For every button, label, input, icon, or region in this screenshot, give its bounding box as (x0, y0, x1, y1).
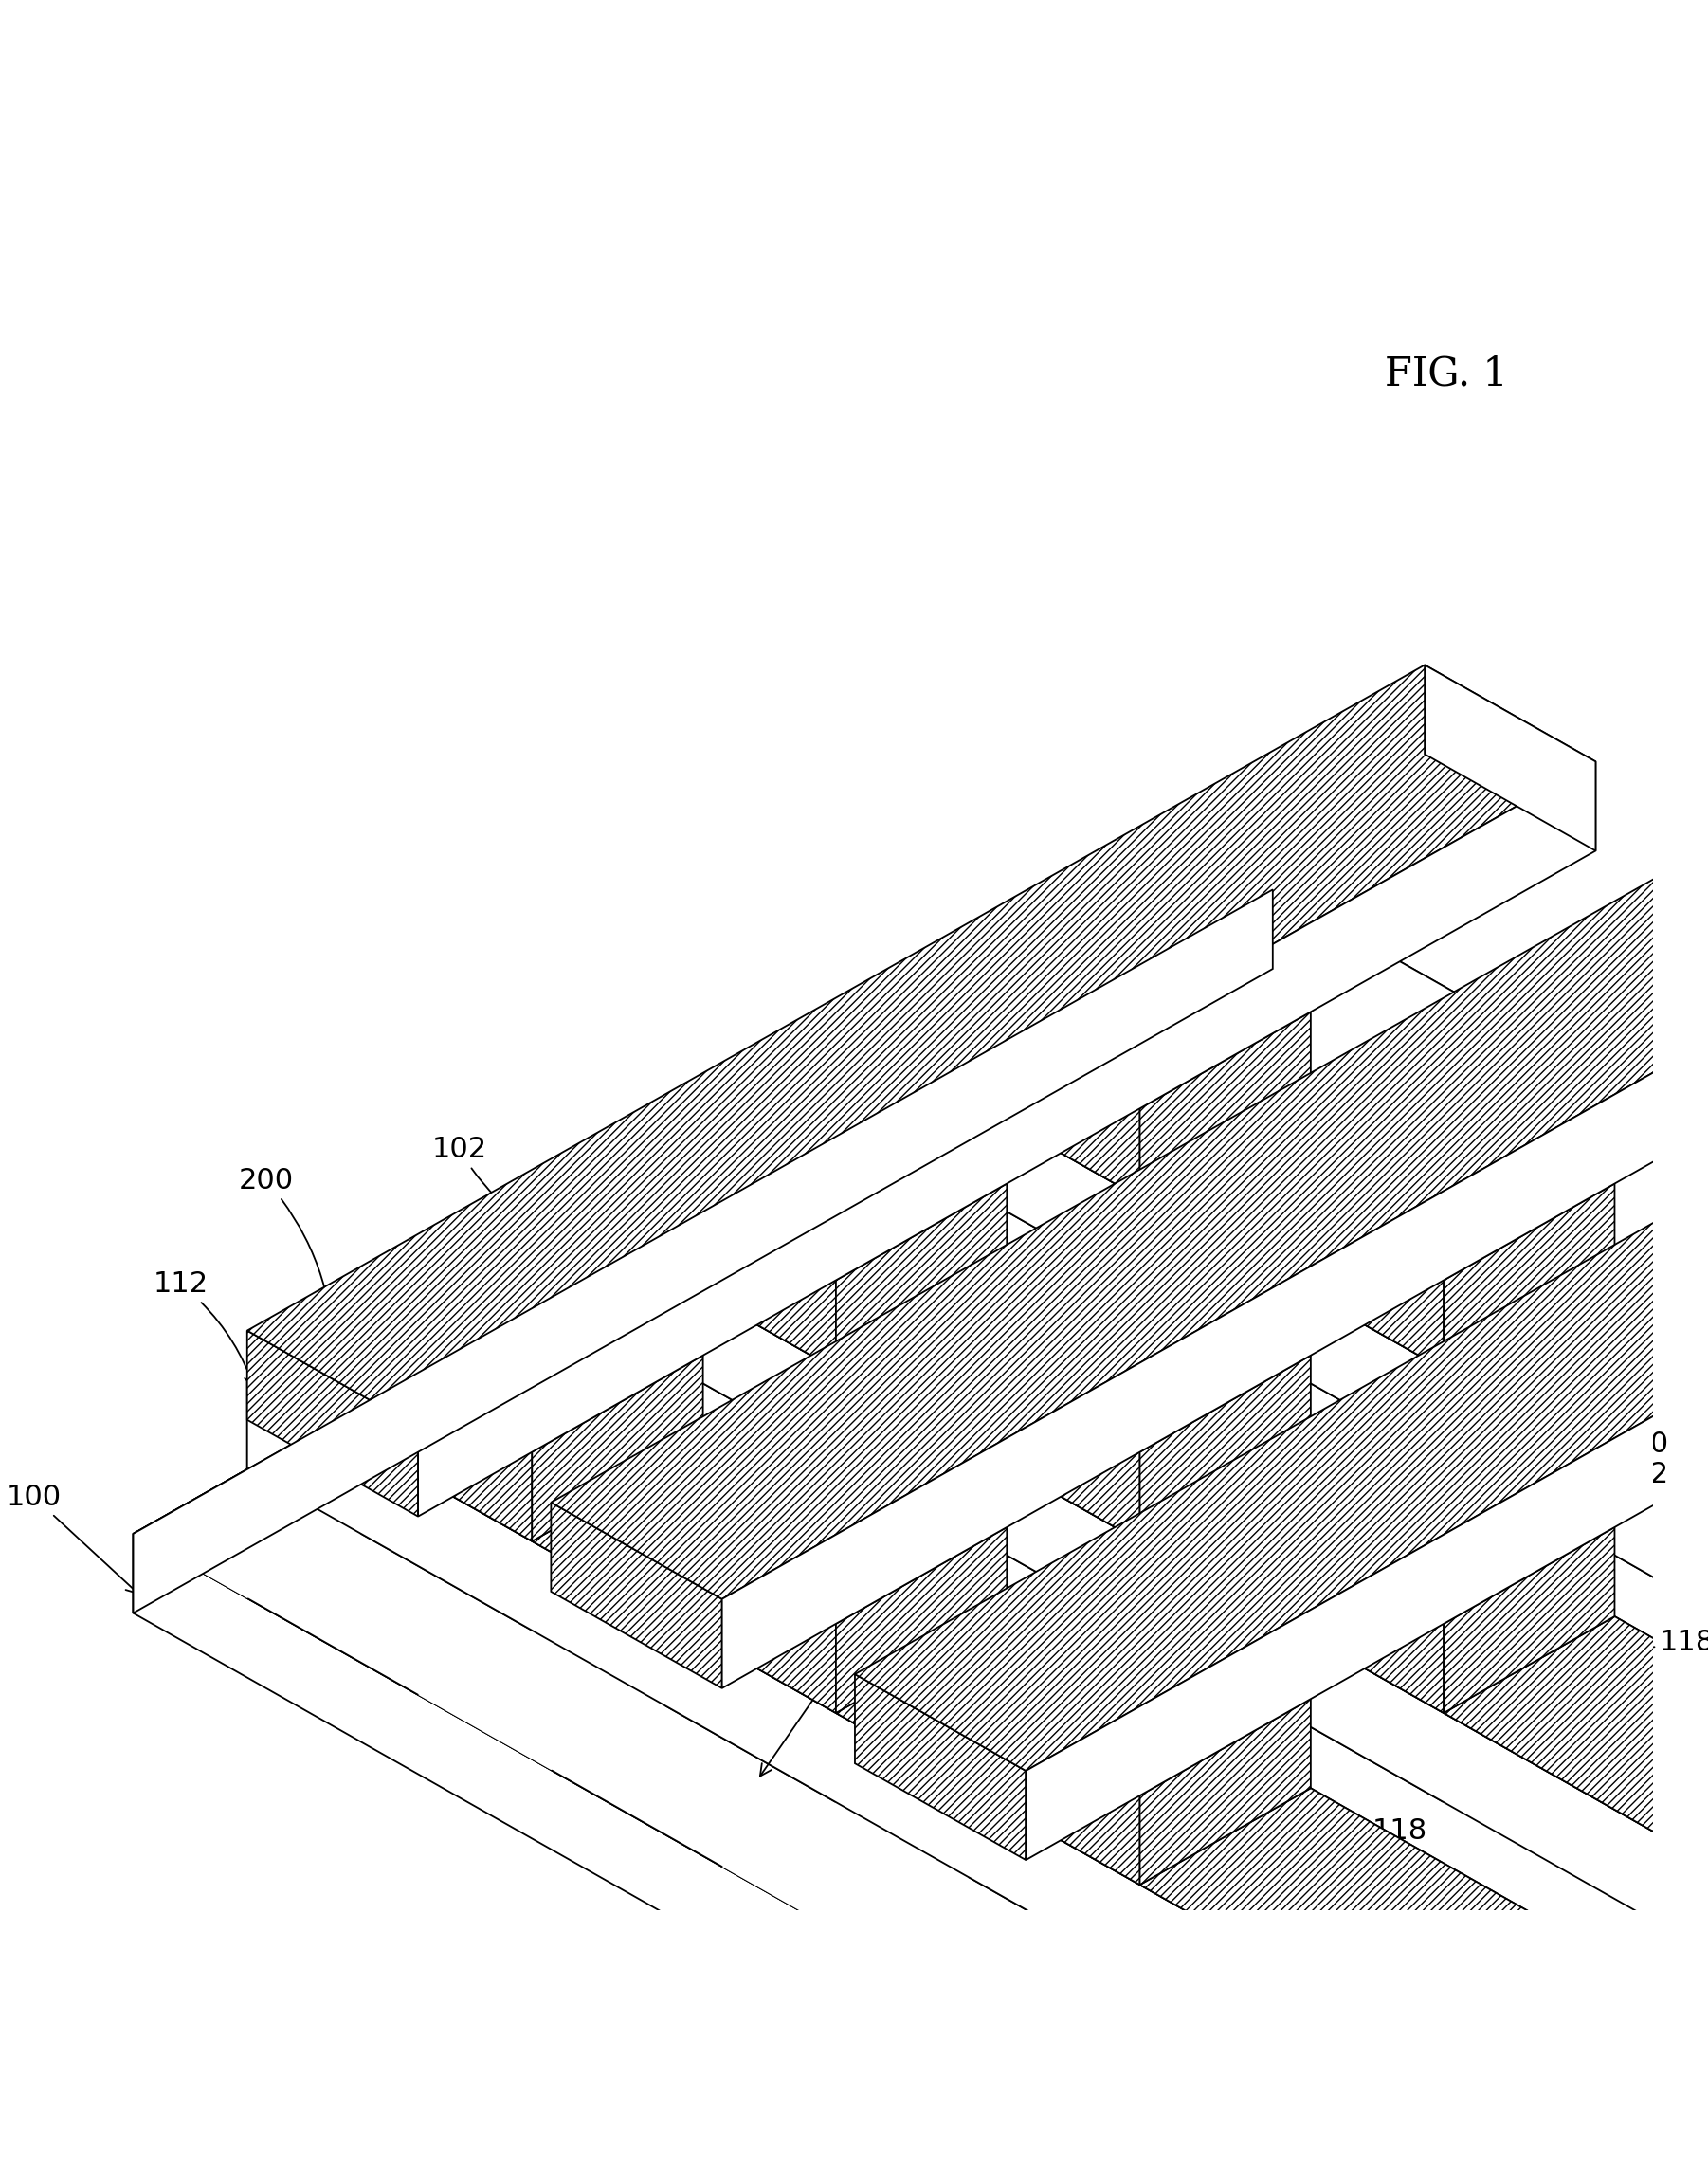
Polygon shape (531, 1445, 835, 1616)
Polygon shape (552, 1113, 1708, 1874)
Polygon shape (1027, 1974, 1424, 2169)
Text: 200: 200 (601, 1223, 678, 1538)
Polygon shape (248, 1284, 418, 1468)
Text: 114: 114 (707, 1395, 852, 1594)
Polygon shape (856, 1009, 1708, 1770)
Polygon shape (1576, 1258, 1708, 1451)
Text: FIG. 1: FIG. 1 (1385, 354, 1508, 395)
Text: 100: 100 (7, 1484, 138, 1594)
Polygon shape (968, 1698, 1139, 1885)
Polygon shape (133, 1533, 1272, 2169)
Polygon shape (248, 1284, 1595, 2045)
Polygon shape (1443, 1616, 1708, 1874)
Text: 200: 200 (239, 1167, 338, 1366)
Polygon shape (1576, 1356, 1708, 1542)
Polygon shape (856, 939, 1708, 1703)
Polygon shape (1272, 1087, 1614, 1280)
Polygon shape (1139, 1445, 1443, 1616)
Polygon shape (856, 939, 1027, 1126)
Polygon shape (1006, 1631, 1272, 1781)
Polygon shape (418, 761, 1595, 1516)
Polygon shape (704, 1458, 968, 1609)
Polygon shape (248, 1379, 1424, 2134)
Polygon shape (552, 837, 1708, 1599)
Polygon shape (133, 1468, 1387, 2169)
Polygon shape (722, 1802, 968, 1941)
Polygon shape (968, 1011, 1139, 1197)
Polygon shape (133, 889, 1272, 1614)
Polygon shape (835, 1273, 1139, 1445)
Polygon shape (360, 1258, 704, 1451)
Polygon shape (418, 1297, 1691, 2017)
Polygon shape (418, 1297, 664, 1438)
Text: 200: 200 (1465, 1432, 1669, 1531)
Polygon shape (722, 1126, 968, 1265)
Polygon shape (133, 1468, 360, 1599)
Polygon shape (1027, 889, 1387, 1093)
Polygon shape (1272, 1527, 1443, 1714)
Polygon shape (1424, 666, 1595, 850)
Polygon shape (968, 1258, 1310, 1451)
Polygon shape (1614, 1223, 1708, 1438)
Polygon shape (1272, 1432, 1614, 1625)
Polygon shape (1139, 1102, 1443, 1273)
Polygon shape (418, 1631, 664, 1770)
Polygon shape (1139, 1787, 1595, 2045)
Polygon shape (1443, 1527, 1614, 1714)
Polygon shape (552, 1113, 722, 1297)
Polygon shape (968, 915, 1310, 1108)
Polygon shape (856, 1037, 1708, 1792)
Text: 112: 112 (490, 1360, 567, 1560)
Text: 112: 112 (1465, 1460, 1669, 1514)
Text: 118: 118 (1255, 1818, 1428, 1846)
Polygon shape (722, 1126, 1708, 1846)
Polygon shape (722, 933, 1708, 1687)
Polygon shape (360, 1356, 531, 1542)
Polygon shape (133, 889, 1708, 2169)
Polygon shape (1027, 1106, 1708, 1861)
Polygon shape (552, 1113, 835, 1273)
Polygon shape (552, 1208, 1708, 1963)
Polygon shape (1310, 1458, 1576, 1609)
Polygon shape (856, 939, 1139, 1102)
Text: 118: 118 (1559, 1629, 1708, 1664)
Polygon shape (1139, 1011, 1310, 1197)
Polygon shape (664, 1432, 1006, 1625)
Polygon shape (248, 666, 1595, 1427)
Polygon shape (1139, 1698, 1310, 1885)
Polygon shape (664, 1527, 835, 1714)
Text: 102: 102 (1525, 959, 1633, 1084)
Polygon shape (133, 889, 1272, 1614)
Polygon shape (248, 1330, 418, 1516)
Polygon shape (835, 1527, 1006, 1714)
Polygon shape (531, 1356, 704, 1542)
Text: 112: 112 (1161, 1648, 1365, 1687)
Polygon shape (1006, 1286, 1272, 1438)
Polygon shape (1614, 1631, 1708, 1868)
Polygon shape (248, 1284, 531, 1445)
Text: 118: 118 (760, 1659, 859, 1776)
Polygon shape (1139, 1356, 1310, 1542)
Text: 102: 102 (432, 1137, 596, 1258)
Polygon shape (1310, 1050, 1691, 1265)
Polygon shape (1443, 1184, 1614, 1369)
Polygon shape (1443, 1273, 1708, 1445)
Polygon shape (856, 1674, 1027, 1861)
Polygon shape (968, 1603, 1310, 1796)
Polygon shape (1310, 1802, 1708, 2039)
Text: 112: 112 (154, 1271, 256, 1388)
Polygon shape (835, 1616, 1139, 1787)
Polygon shape (835, 1184, 1006, 1369)
Polygon shape (1272, 1184, 1443, 1369)
Polygon shape (968, 1356, 1139, 1542)
Polygon shape (664, 1184, 835, 1369)
Polygon shape (552, 1503, 722, 1687)
Polygon shape (664, 1087, 1006, 1280)
Polygon shape (1027, 889, 1708, 1672)
